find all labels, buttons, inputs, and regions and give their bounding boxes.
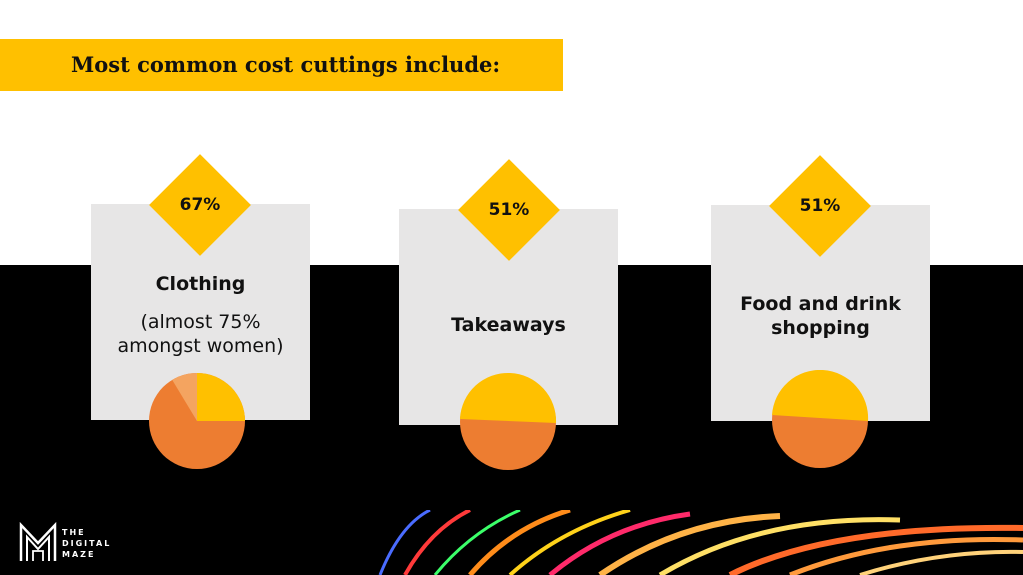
card-sublabel-line2: amongst women) (117, 335, 284, 357)
card-label-line2: shopping (771, 317, 870, 339)
percent-label: 51% (488, 200, 530, 220)
card-label: Takeaways (451, 314, 566, 336)
maze-m-logo-icon (19, 521, 57, 561)
card-label-line1: Food and drink (740, 293, 901, 315)
pie-yellow-slice (197, 373, 245, 421)
percent-label: 51% (799, 196, 841, 216)
pie-chart-takeaways (460, 372, 557, 470)
page-title: Most common cost cuttings include: (71, 52, 501, 77)
pie-chart-clothing (149, 373, 245, 469)
pie-yellow-slice (460, 372, 557, 423)
pie-chart-food-and-drink (772, 370, 869, 468)
card-clothing: Clothing (almost 75% amongst women) (91, 204, 310, 420)
card-sublabel-line1: (almost 75% (140, 311, 261, 333)
pie-yellow-slice (772, 370, 869, 421)
logo-line2: DIGITAL (62, 539, 112, 548)
title-bar (0, 39, 563, 91)
pie-light-slice (172, 373, 197, 421)
light-streaks-decoration (378, 510, 1023, 575)
logo-line1: THE (62, 528, 86, 537)
card-label: Clothing (155, 273, 246, 295)
logo-line3: MAZE (62, 550, 96, 559)
logo-text: THE DIGITAL MAZE (62, 527, 111, 560)
percent-label: 67% (179, 195, 221, 215)
